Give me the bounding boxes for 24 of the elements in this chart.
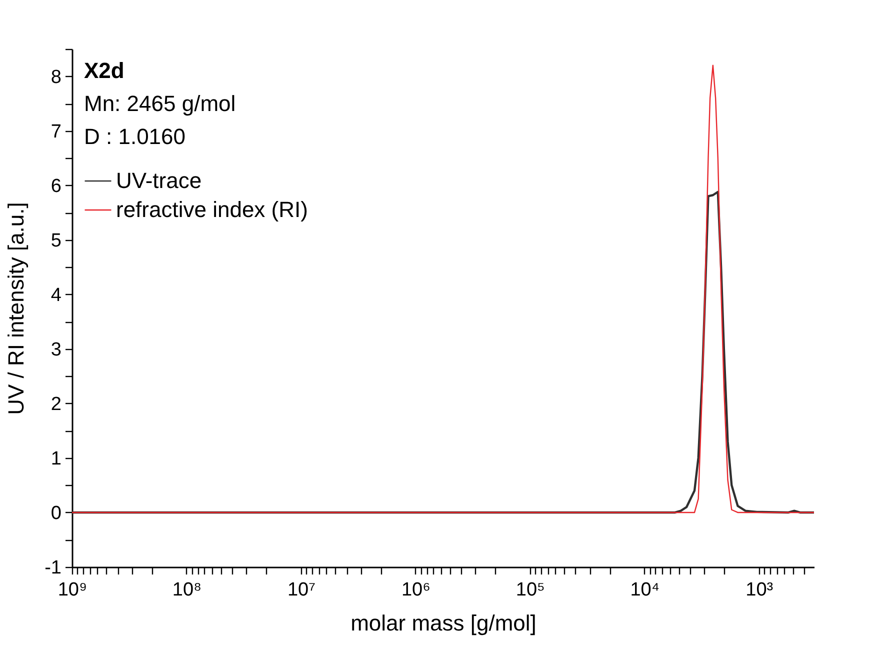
y-tick-label: 0	[50, 502, 62, 524]
x-tick-label: 10⁹	[58, 580, 88, 600]
x-tick-label: 10³	[746, 580, 774, 600]
y-axis-title: UV / RI intensity [a.u.]	[4, 202, 29, 415]
x-axis-title: molar mass [g/mol]	[350, 610, 536, 636]
y-tick-label: 8	[50, 66, 62, 88]
y-tick-label: 7	[50, 121, 62, 142]
annotation: Mn: 2465 g/mol	[84, 91, 236, 116]
x-tick-label: 10⁶	[401, 580, 430, 600]
y-tick-label: 1	[50, 448, 62, 470]
y-tick-label: 4	[50, 284, 62, 306]
y-tick-label: 3	[50, 339, 62, 360]
y-tick-label: 6	[50, 176, 62, 197]
annotation: D : 1.0160	[84, 124, 186, 149]
legend-label: refractive index (RI)	[116, 197, 308, 222]
x-tick-label: 10⁷	[287, 580, 316, 600]
x-tick-label: 10⁵	[516, 580, 545, 600]
annotation: X2d	[84, 58, 124, 83]
legend-label: UV-trace	[116, 168, 202, 193]
y-tick-label: -1	[44, 558, 62, 578]
y-tick-label: 2	[50, 394, 62, 415]
y-tick-label: 5	[50, 230, 62, 252]
x-tick-label: 10⁸	[172, 580, 202, 600]
x-tick-label: 10⁴	[630, 580, 660, 600]
